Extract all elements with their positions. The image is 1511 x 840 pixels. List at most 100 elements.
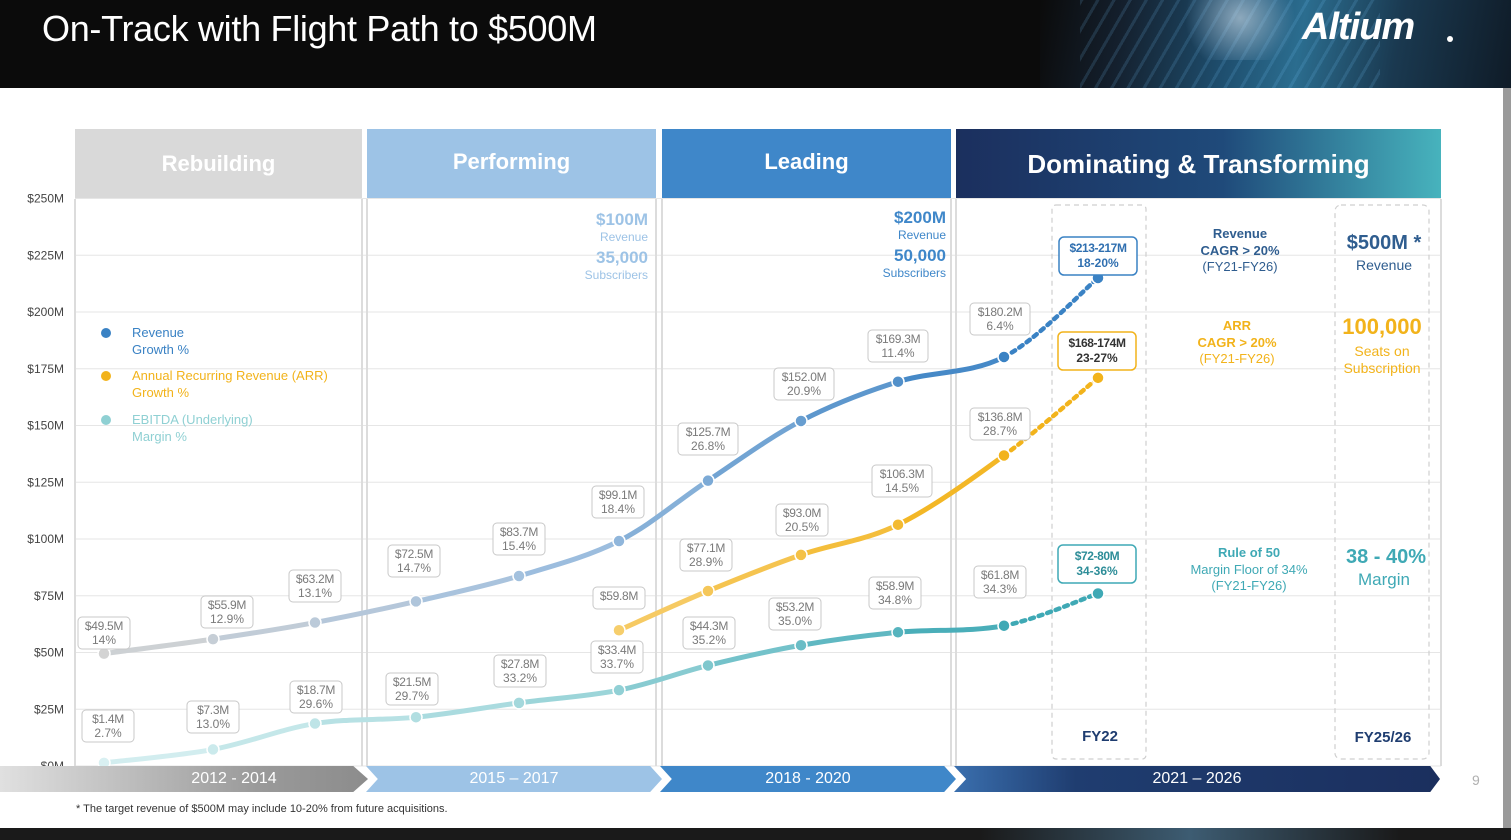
fy22-arr-value: $168-174M xyxy=(1068,336,1126,350)
target-arr-line3: (FY21-FY26) xyxy=(1199,351,1274,366)
target-ebitda-line3: (FY21-FY26) xyxy=(1211,578,1286,593)
arr-point xyxy=(997,448,1011,463)
milestone-100m-count: 35,000 xyxy=(596,248,648,267)
ebitda-line-segment xyxy=(616,662,711,693)
revenue-line-segment xyxy=(616,478,711,544)
revenue-line-segment xyxy=(210,620,318,642)
target-revenue-line2: CAGR > 20% xyxy=(1200,243,1280,258)
revenue-data-label-box xyxy=(867,329,929,363)
revenue-point xyxy=(512,569,526,583)
revenue-data-label-box xyxy=(591,485,645,519)
revenue-data-label-box xyxy=(77,616,131,650)
altium-logo: Altium xyxy=(1302,6,1415,48)
fy25-revenue-label: Revenue xyxy=(1356,257,1412,273)
ebitda-data-label-pct: 13.0% xyxy=(196,717,230,731)
arr-data-label-pct: 28.7% xyxy=(983,424,1017,438)
revenue-data-label-value: $99.1M xyxy=(599,488,638,502)
revenue-line-segment xyxy=(516,538,622,579)
phase-dominating: Dominating & Transforming xyxy=(956,129,1441,199)
milestone-200m-value: $200M xyxy=(894,208,946,227)
ebitda-data-label-value: $61.8M xyxy=(981,568,1020,582)
revenue-data-label-box xyxy=(200,595,254,629)
arr-point xyxy=(1091,371,1105,385)
ebitda-line-segment xyxy=(705,642,804,668)
arr-line-segment xyxy=(1001,375,1101,458)
period-2018-2020: 2018 - 2020 xyxy=(660,766,956,792)
arr-data-label-value: $59.8M xyxy=(600,589,639,603)
fy25-revenue-value: $500M * xyxy=(1347,232,1422,254)
legend-line2: Margin % xyxy=(132,429,187,444)
ebitda-line-segment xyxy=(895,623,1007,635)
target-revenue-line3: (FY21-FY26) xyxy=(1202,259,1277,274)
page-title: On-Track with Flight Path to $500M xyxy=(42,8,597,49)
arr-data-label-pct: 20.5% xyxy=(785,520,819,534)
fy22-ebitda-pct: 34-36% xyxy=(1076,564,1118,578)
arr-data-label-box xyxy=(592,586,646,610)
revenue-data-label-value: $49.5M xyxy=(85,619,124,633)
ebitda-line-segment xyxy=(210,721,318,752)
phase-performing-label: Performing xyxy=(452,149,571,174)
revenue-data-label-box xyxy=(773,367,835,401)
y-tick-label: $50M xyxy=(34,646,64,660)
ebitda-data-label-pct: 33.2% xyxy=(503,671,537,685)
milestone-200m-count: 50,000 xyxy=(894,246,946,265)
ebitda-data-label-box xyxy=(682,616,736,650)
panel-rebuilding xyxy=(75,199,362,767)
phase-leading-label: Leading xyxy=(764,149,849,174)
arr-data-label-box xyxy=(679,538,733,572)
ebitda-data-label-box xyxy=(493,654,547,688)
revenue-data-label-value: $152.0M xyxy=(782,370,827,384)
revenue-data-label-box xyxy=(677,422,739,456)
y-tick-label: $225M xyxy=(27,248,64,262)
ebitda-data-label-pct: 33.7% xyxy=(600,657,634,671)
revenue-data-label-pct: 14% xyxy=(92,633,116,647)
revenue-data-label-pct: 20.9% xyxy=(787,384,821,398)
arr-point xyxy=(701,584,715,598)
legend-marker xyxy=(101,371,111,381)
ebitda-data-label-value: $18.7M xyxy=(297,683,336,697)
ebitda-point xyxy=(206,742,220,757)
revenue-data-label-pct: 15.4% xyxy=(502,539,536,553)
period-2012-2014-label: 2012 - 2014 xyxy=(191,770,277,787)
ebitda-data-label-box xyxy=(289,680,343,714)
target-arr-title: ARR xyxy=(1223,318,1252,333)
ebitda-point xyxy=(409,710,423,724)
ebitda-data-label-pct: 35.0% xyxy=(778,614,812,628)
y-tick-label: $125M xyxy=(27,475,64,489)
phase-dominating-label: Dominating & Transforming xyxy=(1027,148,1370,179)
revenue-point xyxy=(794,414,808,428)
ebitda-data-label-box xyxy=(590,640,644,674)
fy25-margin-label: Margin xyxy=(1358,570,1410,589)
ebitda-data-label-box xyxy=(81,709,135,743)
arr-point xyxy=(794,548,808,562)
ebitda-data-label-value: $53.2M xyxy=(776,600,815,614)
ebitda-line-segment xyxy=(798,629,901,648)
legend-marker xyxy=(101,328,111,338)
logo-registered-mark xyxy=(1447,36,1453,42)
arr-line-segment xyxy=(798,522,901,558)
period-2015-2017: 2015 – 2017 xyxy=(366,766,662,792)
revenue-point xyxy=(308,615,322,630)
ebitda-data-label-box xyxy=(868,576,922,610)
arr-data-label-value: $77.1M xyxy=(687,541,726,555)
revenue-point xyxy=(997,350,1011,364)
milestone-200m-label: Revenue xyxy=(898,228,946,242)
fy25-seats-label2: Subscription xyxy=(1343,360,1420,376)
bottom-edge-strip xyxy=(0,828,1511,840)
arr-data-label-box xyxy=(871,464,933,498)
fy22-column xyxy=(1051,204,1147,760)
fy22-revenue-box xyxy=(1058,236,1138,276)
page-number: 9 xyxy=(1472,772,1480,788)
ebitda-point xyxy=(794,638,808,652)
arr-data-label-value: $136.8M xyxy=(978,410,1023,424)
arr-point xyxy=(612,623,626,638)
ebitda-data-label-value: $58.9M xyxy=(876,579,915,593)
fy25-seats-label1: Seats on xyxy=(1354,343,1409,359)
revenue-point xyxy=(409,594,423,609)
y-tick-label: $100M xyxy=(27,532,64,546)
revenue-point xyxy=(701,473,715,488)
period-2012-2014: 2012 - 2014 xyxy=(0,766,368,792)
fy22-ebitda-value: $72-80M xyxy=(1075,549,1120,563)
ebitda-data-label-value: $27.8M xyxy=(501,657,540,671)
